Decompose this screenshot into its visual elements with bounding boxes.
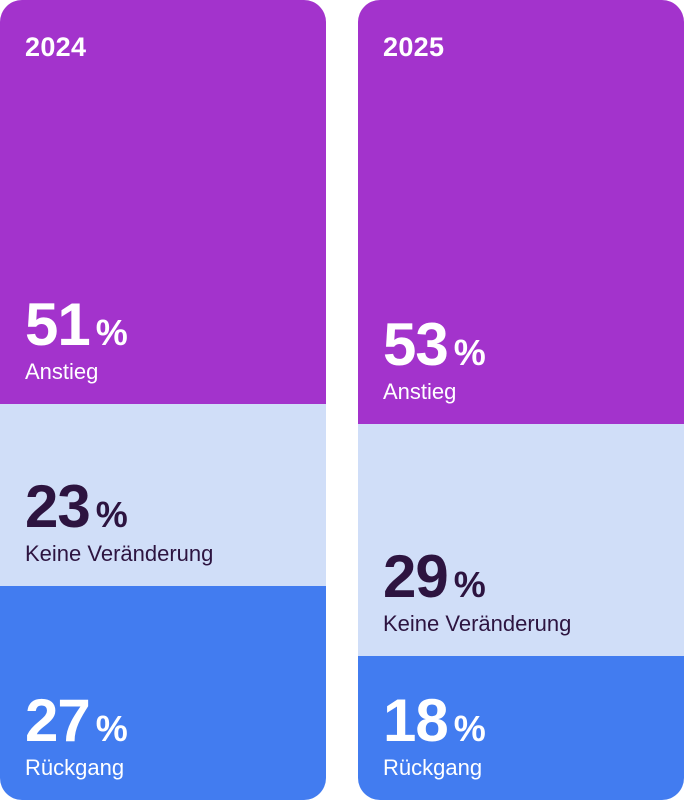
segment-decrease: 27 % Rückgang [0,586,326,800]
percent-sign: % [453,707,486,749]
segment-value: 53 [383,310,449,378]
year-label: 2025 [383,32,445,62]
column-2024: 2024 51 % Anstieg 23 % Keine Veränderung… [0,0,326,800]
segment-increase: 51 % Anstieg [0,0,326,404]
percent-sign: % [453,331,486,373]
segment-label: Keine Veränderung [25,540,214,566]
segment-label: Rückgang [383,754,483,780]
segment-value: 51 [25,290,91,358]
segment-value: 27 [25,686,91,754]
segment-no-change: 29 % Keine Veränderung [358,424,684,656]
segment-increase: 53 % Anstieg [358,0,684,424]
percent-sign: % [95,493,128,535]
percent-sign: % [453,563,486,605]
segment-decrease: 18 % Rückgang [358,656,684,800]
segment-label: Rückgang [25,754,125,780]
percent-sign: % [95,311,128,353]
segment-label: Keine Veränderung [383,610,572,636]
segment-no-change: 23 % Keine Veränderung [0,403,326,587]
segment-label: Anstieg [383,378,457,404]
segment-label: Anstieg [25,358,99,384]
segment-value: 23 [25,472,91,540]
segment-value: 18 [383,686,449,754]
year-label: 2024 [25,32,87,62]
percent-sign: % [95,707,128,749]
column-2025: 2025 53 % Anstieg 29 % Keine Veränderung… [358,0,684,800]
segment-value: 29 [383,542,449,610]
